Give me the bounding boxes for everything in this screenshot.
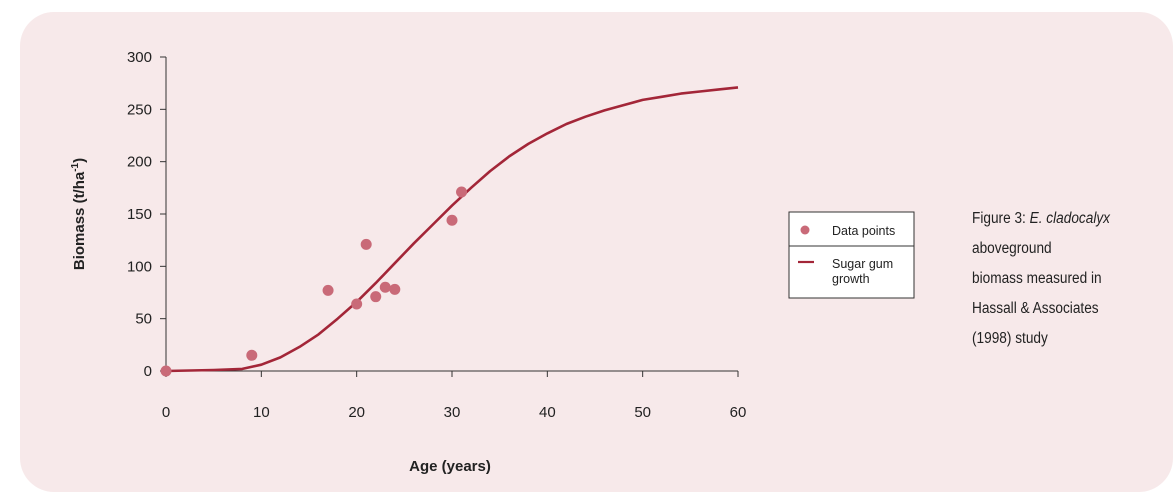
data-point: [360, 238, 372, 250]
legend-points-marker: [800, 225, 810, 235]
y-ticks: 0 50 100 150 200 250 300: [127, 49, 166, 380]
series-layer: [160, 86, 739, 377]
legend-label-sugar-gum-line2: growth: [832, 272, 870, 286]
caption-line-4: Hassall & Associates: [972, 300, 1099, 317]
caption-line-2: aboveground: [972, 240, 1052, 257]
legend-box: [788, 211, 915, 299]
data-point: [160, 365, 172, 377]
x-tick-label: 10: [253, 404, 270, 421]
caption-species: E. cladocalyx: [1029, 210, 1110, 227]
x-tick-label: 60: [730, 404, 747, 421]
x-tick-label: 40: [539, 404, 556, 421]
x-axis-label: Age (years): [409, 458, 491, 475]
y-tick-label: 100: [127, 258, 152, 275]
data-point: [246, 349, 258, 361]
y-tick-label: 0: [144, 363, 152, 380]
y-axis-label-superscript: -1: [70, 162, 81, 171]
y-axis-label: Biomass (t/ha-1): [70, 158, 88, 270]
y-tick-label: 200: [127, 154, 152, 171]
figure-panel: [20, 12, 1173, 492]
y-tick-label: 250: [127, 101, 152, 118]
legend: Data points Sugar gum growth: [788, 211, 915, 299]
y-tick-label: 50: [135, 311, 152, 328]
y-tick-label: 300: [127, 49, 152, 66]
y-tick-label: 150: [127, 206, 152, 223]
caption-line-3: biomass measured in: [972, 270, 1102, 287]
caption-line-5: (1998) study: [972, 330, 1048, 347]
data-point: [370, 291, 382, 303]
x-ticks: 0 10 20 30 40 50 60: [162, 371, 747, 421]
sugar-gum-growth-curve: [165, 86, 739, 373]
y-axis-label-main: Biomass (t/ha: [71, 171, 88, 270]
x-tick-label: 20: [348, 404, 365, 421]
data-point: [379, 281, 391, 293]
legend-label-data-points: Data points: [832, 224, 895, 238]
data-point: [456, 186, 468, 198]
data-point: [446, 214, 458, 226]
x-tick-label: 30: [444, 404, 461, 421]
caption-prefix: Figure 3:: [972, 210, 1030, 227]
figure-caption: Figure 3: E. cladocalyx aboveground biom…: [972, 204, 1148, 354]
y-axis-label-close: ): [71, 158, 88, 163]
data-point: [322, 284, 334, 296]
x-tick-label: 0: [162, 404, 170, 421]
legend-label-sugar-gum-line1: Sugar gum: [832, 257, 893, 271]
data-point: [389, 283, 401, 295]
chart-axes: [165, 57, 738, 372]
x-tick-label: 50: [634, 404, 651, 421]
data-point: [351, 298, 363, 310]
caption-line-1: Figure 3: E. cladocalyx: [972, 204, 1148, 234]
